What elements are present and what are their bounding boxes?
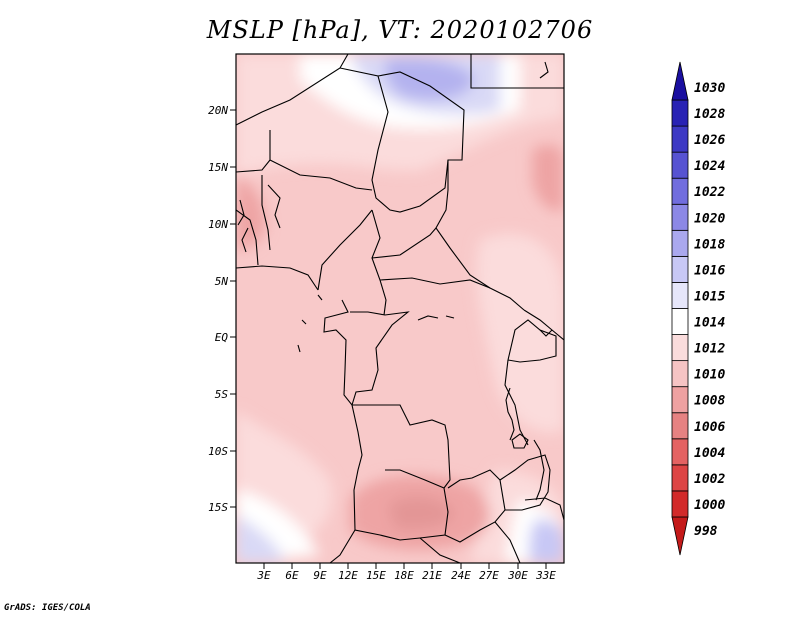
lat-label-10s: 10S [208, 445, 228, 458]
pressure-field [236, 54, 564, 563]
colorbar-swatch-1008 [671, 386, 689, 414]
lon-label-24e: 24E [451, 569, 471, 582]
colorbar-swatch-998 [671, 516, 689, 556]
colorbar-label-1008: 1008 [694, 394, 725, 409]
lon-label-15e: 15E [366, 569, 386, 582]
colorbar-label-1016: 1016 [694, 263, 725, 278]
lon-label-12e: 12E [338, 569, 358, 582]
lon-label-21e: 21E [422, 569, 442, 582]
lat-label-5s: 5S [215, 388, 229, 401]
colorbar-swatch-1000 [671, 490, 689, 518]
colorbar-label-1000: 1000 [694, 498, 725, 513]
lon-label-27e: 27E [479, 569, 499, 582]
lon-label-6e: 6E [285, 569, 299, 582]
colorbar-swatch-1030 [671, 61, 689, 101]
lon-label-30e: 30E [507, 569, 528, 582]
colorbar-label-1002: 1002 [694, 472, 725, 487]
lon-label-9e: 9E [313, 569, 327, 582]
colorbar-label-1018: 1018 [694, 237, 725, 252]
colorbar-swatch-1015 [671, 282, 689, 309]
colorbar-swatch-1016 [671, 255, 689, 283]
lat-label-10n: 10N [208, 218, 228, 231]
map-title: MSLP [hPa], VT: 2020102706 [206, 16, 594, 44]
map-frame [235, 53, 565, 564]
colorbar-swatch-1014 [671, 308, 689, 335]
lon-label-3e: 3E [256, 569, 271, 582]
colorbar-swatch-1026 [671, 125, 689, 153]
colorbar-label-1014: 1014 [694, 316, 725, 331]
colorbar-swatch-1010 [671, 360, 689, 388]
colorbar-swatch-1012 [671, 334, 689, 362]
lon-label-18e: 18E [394, 569, 414, 582]
colorbar-swatch-1024 [671, 151, 689, 179]
lat-label-15n: 15N [208, 161, 228, 174]
colorbar-swatch-1028 [671, 99, 689, 127]
colorbar-label-1020: 1020 [694, 211, 725, 226]
latitude-axis: 20N 15N 10N 5N EQ 5S 10S 15S [208, 104, 236, 514]
lat-label-20n: 20N [208, 104, 228, 117]
colorbar-label-1026: 1026 [694, 133, 725, 148]
colorbar-label-1006: 1006 [694, 420, 725, 435]
lon-label-33e: 33E [535, 569, 556, 582]
colorbar-swatch-1006 [671, 412, 689, 440]
colorbar-swatch-1018 [671, 229, 689, 257]
colorbar-label-1030: 1030 [694, 81, 725, 96]
colorbar-label-1024: 1024 [694, 159, 725, 174]
colorbar-label-1022: 1022 [694, 185, 725, 200]
grads-credit: GrADS: IGES/COLA [4, 603, 91, 613]
lat-label-15s: 15S [208, 501, 228, 514]
colorbar-label-1004: 1004 [694, 446, 725, 461]
colorbar-swatch-1020 [671, 203, 689, 231]
lat-label-5n: 5N [215, 275, 229, 288]
colorbar-swatch-1002 [671, 464, 689, 492]
colorbar-label-1015: 1015 [694, 289, 725, 304]
colorbar: 998 1000 1002 1004 1006 1008 1010 1012 1014 1015 1… [671, 61, 725, 556]
colorbar-label-1028: 1028 [694, 107, 725, 122]
colorbar-swatch-1004 [671, 438, 689, 466]
longitude-axis: 3E 6E 9E 12E 15E 18E 21E 24E 27E 30E 33E [256, 563, 556, 582]
country-borders [236, 54, 564, 563]
colorbar-label-1010: 1010 [694, 368, 725, 383]
lat-label-eq: EQ [215, 331, 229, 344]
colorbar-swatch-1022 [671, 177, 689, 205]
colorbar-label-1012: 1012 [694, 342, 725, 357]
colorbar-label-998: 998 [694, 524, 718, 539]
